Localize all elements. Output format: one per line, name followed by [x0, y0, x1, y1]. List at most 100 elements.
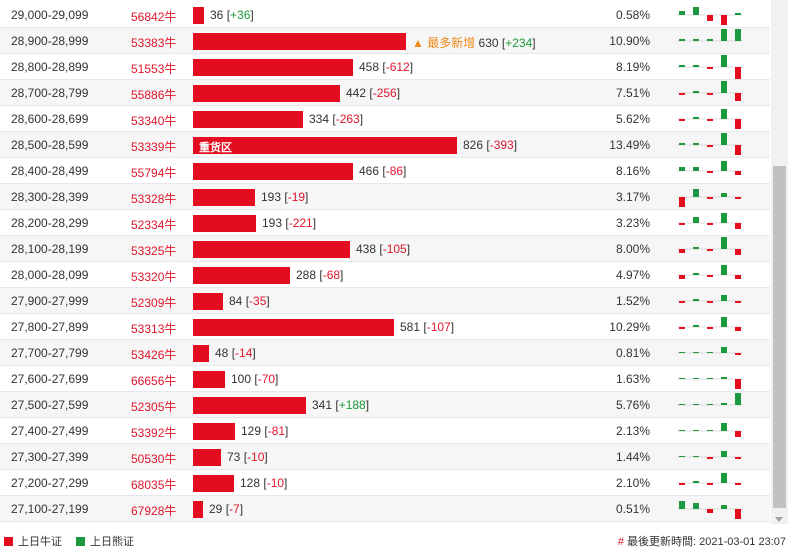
price-range: 27,200-27,299	[11, 476, 89, 490]
change-sparkline	[677, 451, 743, 459]
price-range: 28,000-28,099	[11, 268, 89, 282]
change-sparkline	[677, 161, 743, 175]
sparkline-bar	[693, 247, 699, 249]
change-sparkline	[677, 189, 743, 207]
table-row[interactable]: 28,100-28,199 53325牛 438 [-105] 8.00%	[0, 236, 770, 262]
table-row[interactable]: 28,300-28,399 53328牛 193 [-19] 3.17%	[0, 184, 770, 210]
change-sparkline	[677, 317, 743, 331]
volume-change: -19	[287, 190, 306, 204]
heavy-zone-label: 重货区	[199, 142, 232, 154]
sparkline-bar	[721, 451, 727, 457]
volume-change: -10	[247, 450, 265, 464]
volume-change: +234	[505, 36, 533, 50]
volume-change: +36	[230, 8, 251, 22]
sparkline-bar	[735, 483, 741, 485]
table-row[interactable]: 28,500-28,599 53339牛 重货区 826 [-393] 13.49%	[0, 132, 770, 158]
volume-number: 442	[346, 86, 367, 100]
sparkline-bar	[721, 317, 727, 327]
volume-value: ▲ 最多新增 630 [+234]	[412, 36, 536, 50]
volume-number: 458	[359, 60, 380, 74]
sparkline-bar	[679, 39, 685, 41]
volume-bar	[193, 267, 290, 284]
volume-number: 630	[478, 36, 499, 50]
change-sparkline	[677, 501, 743, 519]
sparkline-bar	[679, 249, 685, 253]
table-row[interactable]: 28,000-28,099 53320牛 288 [-68] 4.97%	[0, 262, 770, 288]
volume-value: 458 [-612]	[359, 60, 414, 74]
cbbc-code: 53383牛	[131, 36, 177, 50]
percentage: 13.49%	[609, 138, 650, 152]
sparkline-bar	[707, 378, 713, 379]
volume-bar	[193, 111, 303, 128]
volume-value: 334 [-263]	[309, 112, 364, 126]
table-row[interactable]: 27,600-27,699 66656牛 100 [-70] 1.63%	[0, 366, 770, 392]
volume-change: -68	[322, 268, 341, 282]
volume-change: -221	[288, 216, 313, 230]
table-row[interactable]: 27,200-27,299 68035牛 128 [-10] 2.10%	[0, 470, 770, 496]
volume-number: 48	[215, 346, 229, 360]
volume-bar	[193, 345, 209, 362]
table-row[interactable]: 29,000-29,099 56842牛 36 [+36] 0.58%	[0, 2, 770, 28]
change-sparkline	[677, 55, 743, 79]
scrollbar-thumb[interactable]	[773, 166, 786, 508]
sparkline-bar	[735, 301, 741, 303]
cbbc-code: 52334牛	[131, 218, 177, 232]
sparkline-bar	[721, 265, 727, 275]
price-range: 28,700-28,799	[11, 86, 89, 100]
volume-value: 193 [-221]	[262, 216, 317, 230]
sparkline-bar	[707, 301, 713, 303]
volume-change: -263	[335, 112, 360, 126]
price-range: 27,500-27,599	[11, 398, 89, 412]
sparkline-bar	[707, 15, 713, 21]
table-row[interactable]: 28,600-28,699 53340牛 334 [-263] 5.62%	[0, 106, 770, 132]
table-row[interactable]: 28,900-28,999 53383牛 ▲ 最多新增 630 [+234] 10.9…	[0, 28, 770, 54]
sparkline-bar	[679, 483, 685, 485]
sparkline-bar	[735, 327, 741, 331]
sparkline-bar	[735, 145, 741, 155]
price-range: 29,000-29,099	[11, 8, 89, 22]
sparkline-bar	[721, 15, 727, 25]
sparkline-bar	[721, 161, 727, 171]
table-row[interactable]: 27,300-27,399 50530牛 73 [-10] 1.44%	[0, 444, 770, 470]
sparkline-bar	[693, 325, 699, 327]
volume-bar	[193, 501, 203, 518]
table-row[interactable]: 27,500-27,599 52305牛 341 [+188] 5.76%	[0, 392, 770, 418]
volume-change: -105	[382, 242, 407, 256]
cbbc-code: 56842牛	[131, 10, 177, 24]
volume-number: 581	[400, 320, 421, 334]
table-row[interactable]: 27,400-27,499 53392牛 129 [-81] 2.13%	[0, 418, 770, 444]
cbbc-code: 53325牛	[131, 244, 177, 258]
sparkline-bar	[679, 167, 685, 171]
table-row[interactable]: 27,700-27,799 53426牛 48 [-14] 0.81%	[0, 340, 770, 366]
table-row[interactable]: 28,700-28,799 55886牛 442 [-256] 7.51%	[0, 80, 770, 106]
volume-number: 288	[296, 268, 317, 282]
sparkline-bar	[679, 11, 685, 15]
volume-bar: 重货区	[193, 137, 457, 154]
legend: 上日牛证 上日熊证	[4, 533, 134, 549]
vertical-scrollbar[interactable]	[771, 0, 788, 524]
sparkline-bar	[707, 223, 713, 225]
sparkline-bar	[693, 167, 699, 171]
table-row[interactable]: 28,400-28,499 55794牛 466 [-86] 8.16%	[0, 158, 770, 184]
table-row[interactable]: 27,100-27,199 67928牛 29 [-7] 0.51%	[0, 496, 770, 522]
price-range: 27,800-27,899	[11, 320, 89, 334]
sparkline-bar	[679, 301, 685, 303]
volume-value: 826 [-393]	[463, 138, 518, 152]
volume-bar	[193, 59, 353, 76]
price-range: 27,600-27,699	[11, 372, 89, 386]
sparkline-bar	[679, 143, 685, 145]
table-row[interactable]: 27,800-27,899 53313牛 581 [-107] 10.29%	[0, 314, 770, 340]
sparkline-bar	[721, 347, 727, 353]
table-row[interactable]: 28,800-28,899 51553牛 458 [-612] 8.19%	[0, 54, 770, 80]
sparkline-bar	[735, 379, 741, 389]
price-range: 27,900-27,999	[11, 294, 89, 308]
table-row[interactable]: 27,900-27,999 52309牛 84 [-35] 1.52%	[0, 288, 770, 314]
sparkline-bar	[693, 503, 699, 509]
change-sparkline	[677, 7, 743, 25]
sparkline-bar	[693, 65, 699, 67]
scroll-down-arrow-icon[interactable]	[775, 517, 783, 522]
table-row[interactable]: 28,200-28,299 52334牛 193 [-221] 3.23%	[0, 210, 770, 236]
sparkline-bar	[735, 29, 741, 41]
sparkline-bar	[693, 189, 699, 197]
sparkline-bar	[679, 430, 685, 431]
